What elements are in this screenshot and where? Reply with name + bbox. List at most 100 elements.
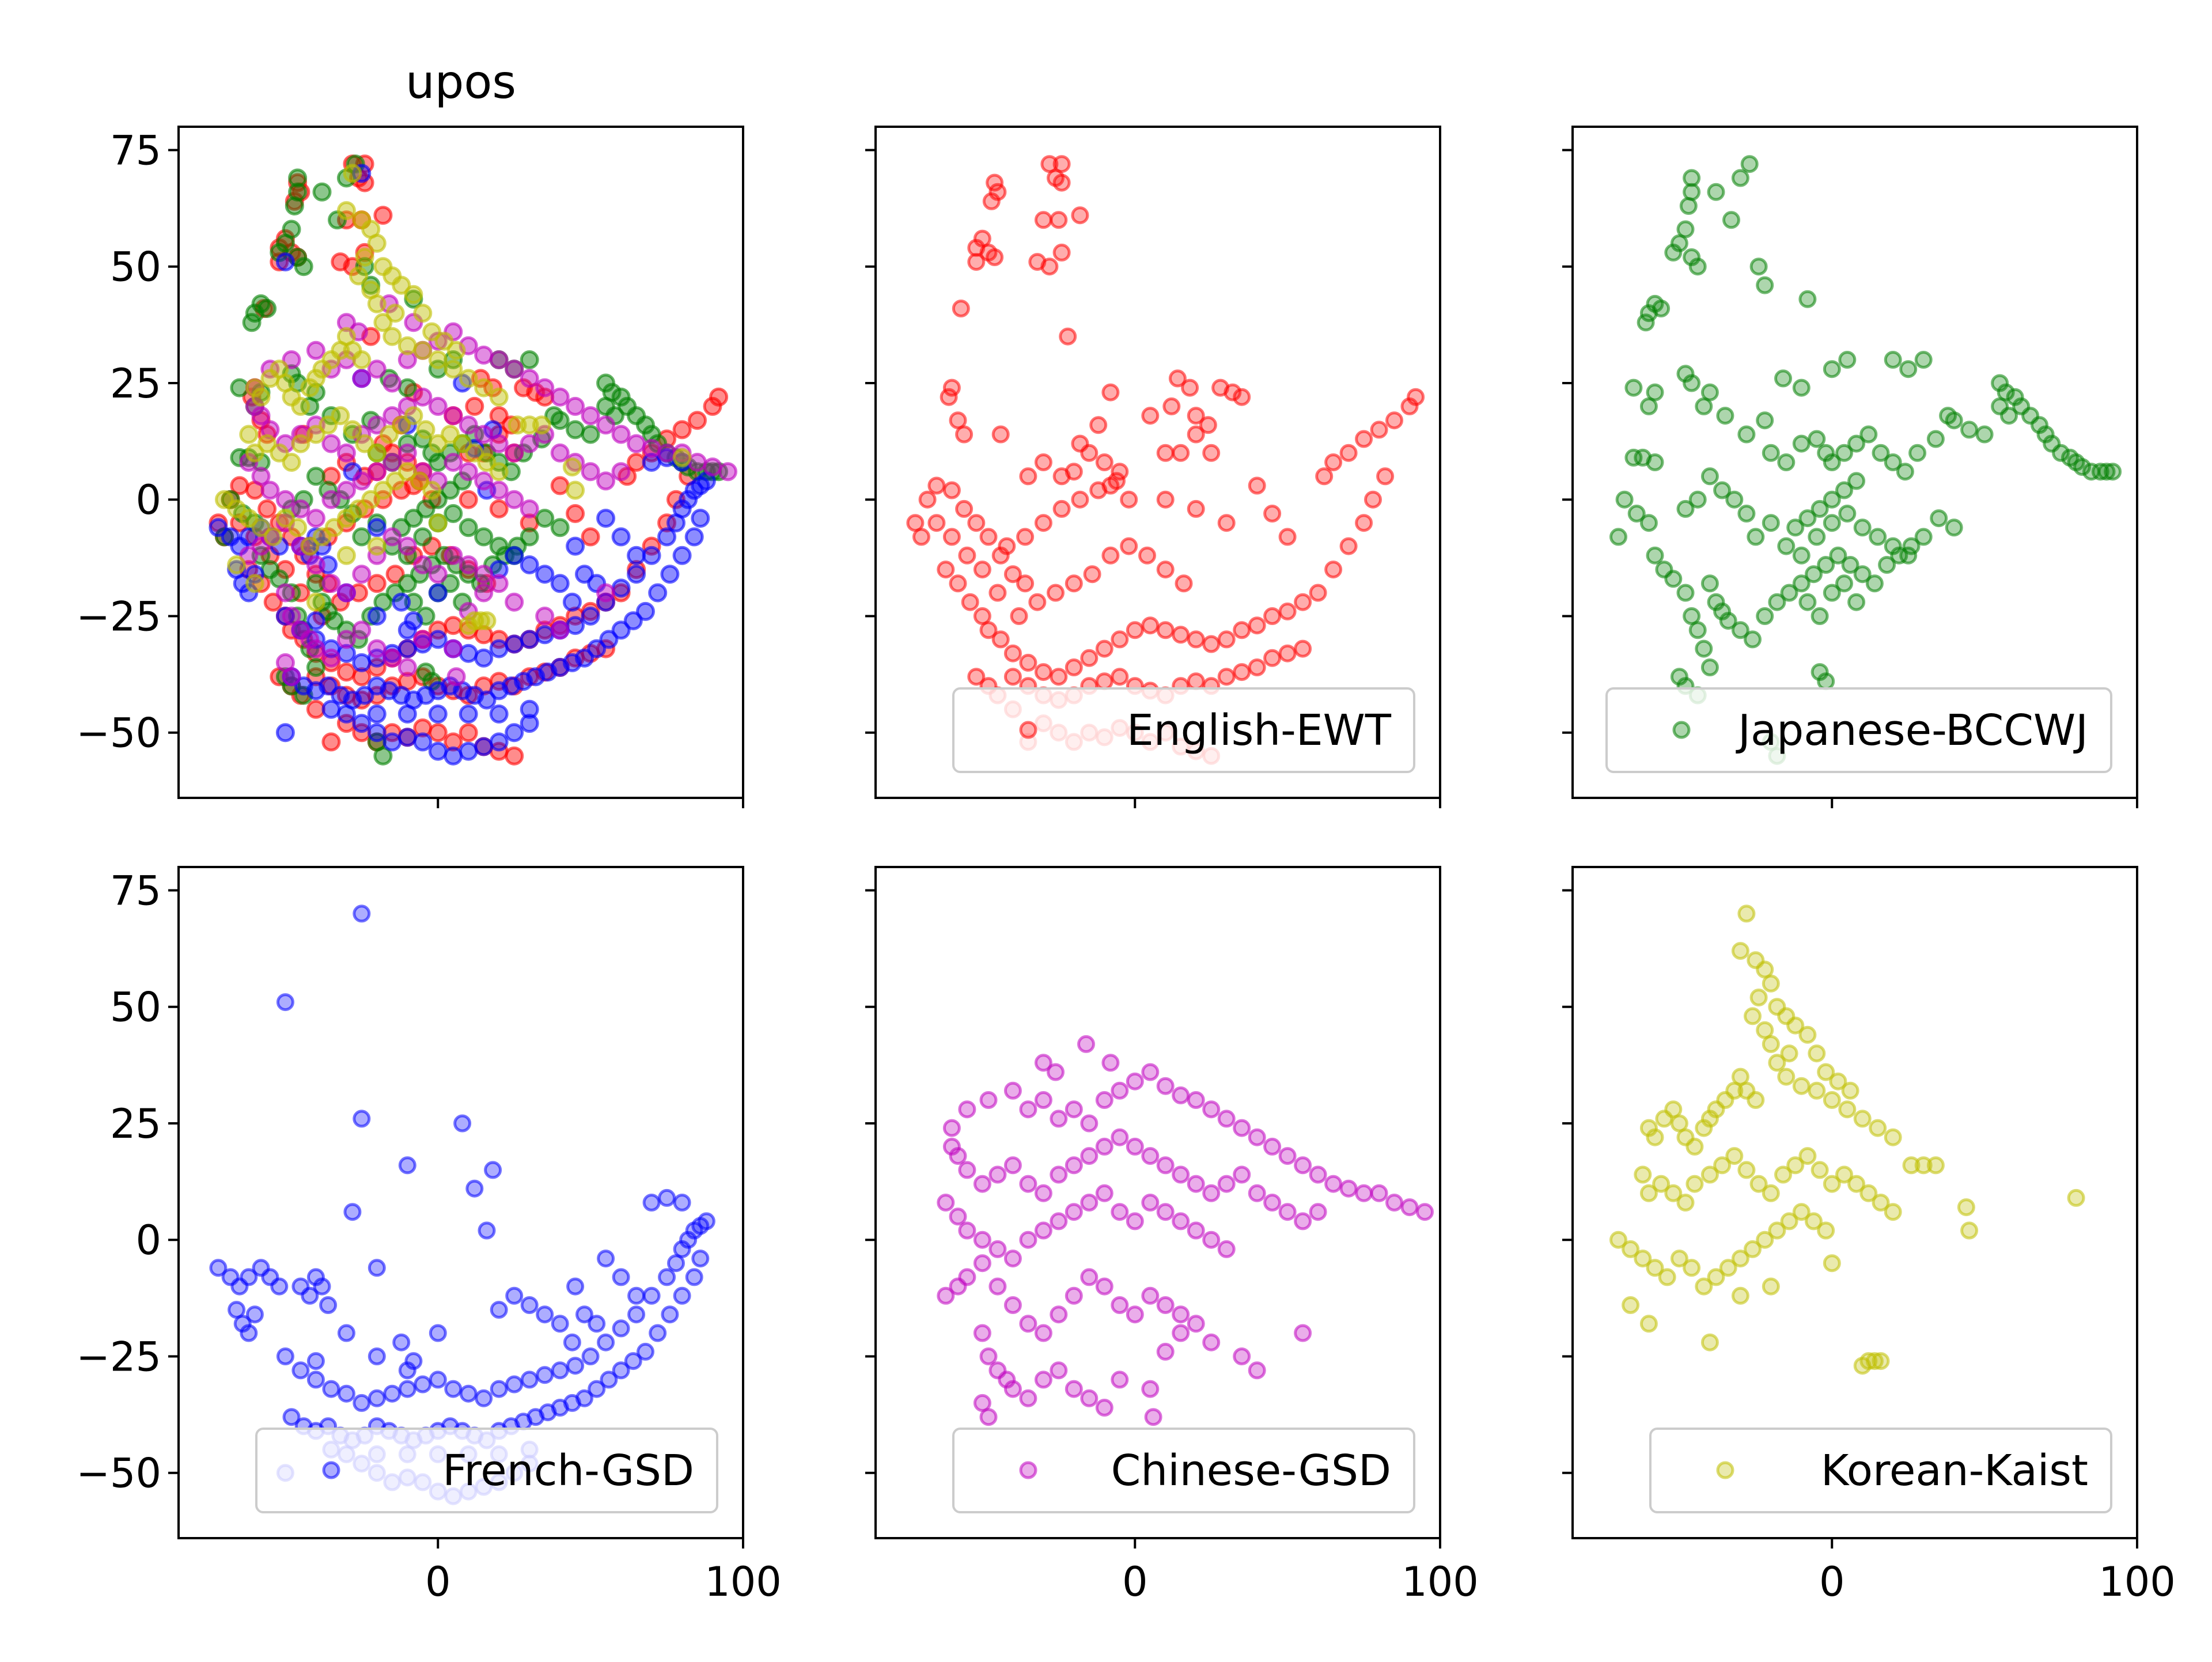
data-point xyxy=(703,396,722,416)
data-point xyxy=(575,565,594,584)
data-point xyxy=(478,1221,496,1240)
data-point xyxy=(367,443,387,463)
data-point xyxy=(612,1319,630,1338)
data-point xyxy=(444,546,463,565)
data-point xyxy=(1141,1063,1160,1081)
data-point xyxy=(505,443,524,463)
data-point xyxy=(1945,518,1963,537)
data-point xyxy=(1095,453,1113,471)
data-point xyxy=(352,350,372,369)
data-point xyxy=(535,509,555,528)
data-point xyxy=(562,592,582,612)
data-point xyxy=(1034,453,1052,471)
data-point xyxy=(703,457,722,477)
data-point xyxy=(367,639,387,658)
data-point xyxy=(1019,467,1037,486)
data-point xyxy=(1615,490,1634,509)
data-point xyxy=(642,438,661,458)
data-point xyxy=(550,620,570,640)
data-point xyxy=(505,746,524,766)
data-point xyxy=(1111,630,1129,649)
data-point xyxy=(520,350,539,369)
data-point xyxy=(1263,649,1282,667)
data-point xyxy=(1034,514,1052,532)
data-point xyxy=(563,1333,581,1351)
data-point xyxy=(489,639,509,658)
data-point xyxy=(535,625,555,645)
data-point xyxy=(291,396,310,416)
data-point xyxy=(1248,1184,1266,1202)
data-point xyxy=(536,1366,554,1384)
data-point xyxy=(505,546,524,565)
data-point xyxy=(373,313,393,332)
data-point xyxy=(688,453,707,472)
data-point xyxy=(1101,383,1120,402)
data-point xyxy=(566,420,585,440)
data-point xyxy=(282,583,301,603)
data-point xyxy=(1370,421,1388,439)
data-point xyxy=(1835,574,1853,593)
data-point xyxy=(263,527,283,547)
data-point xyxy=(1385,411,1403,430)
data-point xyxy=(1737,1161,1756,1179)
data-point xyxy=(1407,388,1425,406)
data-point xyxy=(1003,1296,1022,1314)
data-point xyxy=(336,201,356,221)
data-point xyxy=(2073,458,2092,476)
data-point xyxy=(413,340,433,360)
data-point xyxy=(1884,1203,1902,1221)
data-point xyxy=(1695,639,1713,658)
data-point xyxy=(331,592,350,612)
scatter-points xyxy=(1609,155,2122,765)
data-point xyxy=(1309,1203,1327,1221)
data-point xyxy=(636,601,655,621)
data-point xyxy=(611,387,631,407)
data-point xyxy=(979,528,998,546)
data-point xyxy=(611,620,631,640)
data-point xyxy=(324,518,344,537)
data-point xyxy=(1278,1203,1297,1221)
data-point xyxy=(505,634,524,654)
data-point xyxy=(385,583,405,603)
axes-frame xyxy=(177,866,744,1539)
data-point xyxy=(382,327,402,346)
data-point xyxy=(1217,668,1236,686)
data-point xyxy=(1865,574,1884,593)
data-point xyxy=(991,546,1010,565)
data-point xyxy=(642,1194,661,1212)
data-point xyxy=(1050,1165,1068,1184)
data-point xyxy=(612,1268,630,1286)
data-point xyxy=(288,518,308,537)
x-tick-label: 0 xyxy=(425,1558,451,1606)
data-point xyxy=(361,490,381,509)
data-point xyxy=(581,607,600,626)
data-point xyxy=(239,583,259,603)
data-point xyxy=(459,1384,478,1403)
data-point xyxy=(1646,453,1664,471)
data-point xyxy=(1156,1203,1175,1221)
data-point xyxy=(1010,607,1028,625)
data-point xyxy=(566,1277,585,1296)
data-point xyxy=(1884,1128,1902,1146)
data-point xyxy=(306,639,325,658)
data-point xyxy=(566,1357,585,1375)
data-point xyxy=(474,737,494,756)
data-point xyxy=(1646,1259,1664,1277)
data-point xyxy=(1725,490,1744,509)
data-point xyxy=(306,340,325,360)
data-point xyxy=(979,1347,998,1365)
data-point xyxy=(575,648,594,668)
data-point xyxy=(1080,649,1099,667)
data-point xyxy=(520,499,539,518)
data-point xyxy=(1376,467,1395,486)
data-point xyxy=(1805,1212,1823,1231)
data-point xyxy=(1172,444,1190,462)
data-point xyxy=(410,471,429,491)
data-point xyxy=(1324,453,1343,471)
data-point xyxy=(361,607,381,626)
data-point xyxy=(1805,565,1823,584)
data-point xyxy=(1810,1161,1829,1179)
data-point xyxy=(611,578,631,598)
data-point xyxy=(1798,593,1817,611)
data-point xyxy=(1111,1371,1129,1389)
